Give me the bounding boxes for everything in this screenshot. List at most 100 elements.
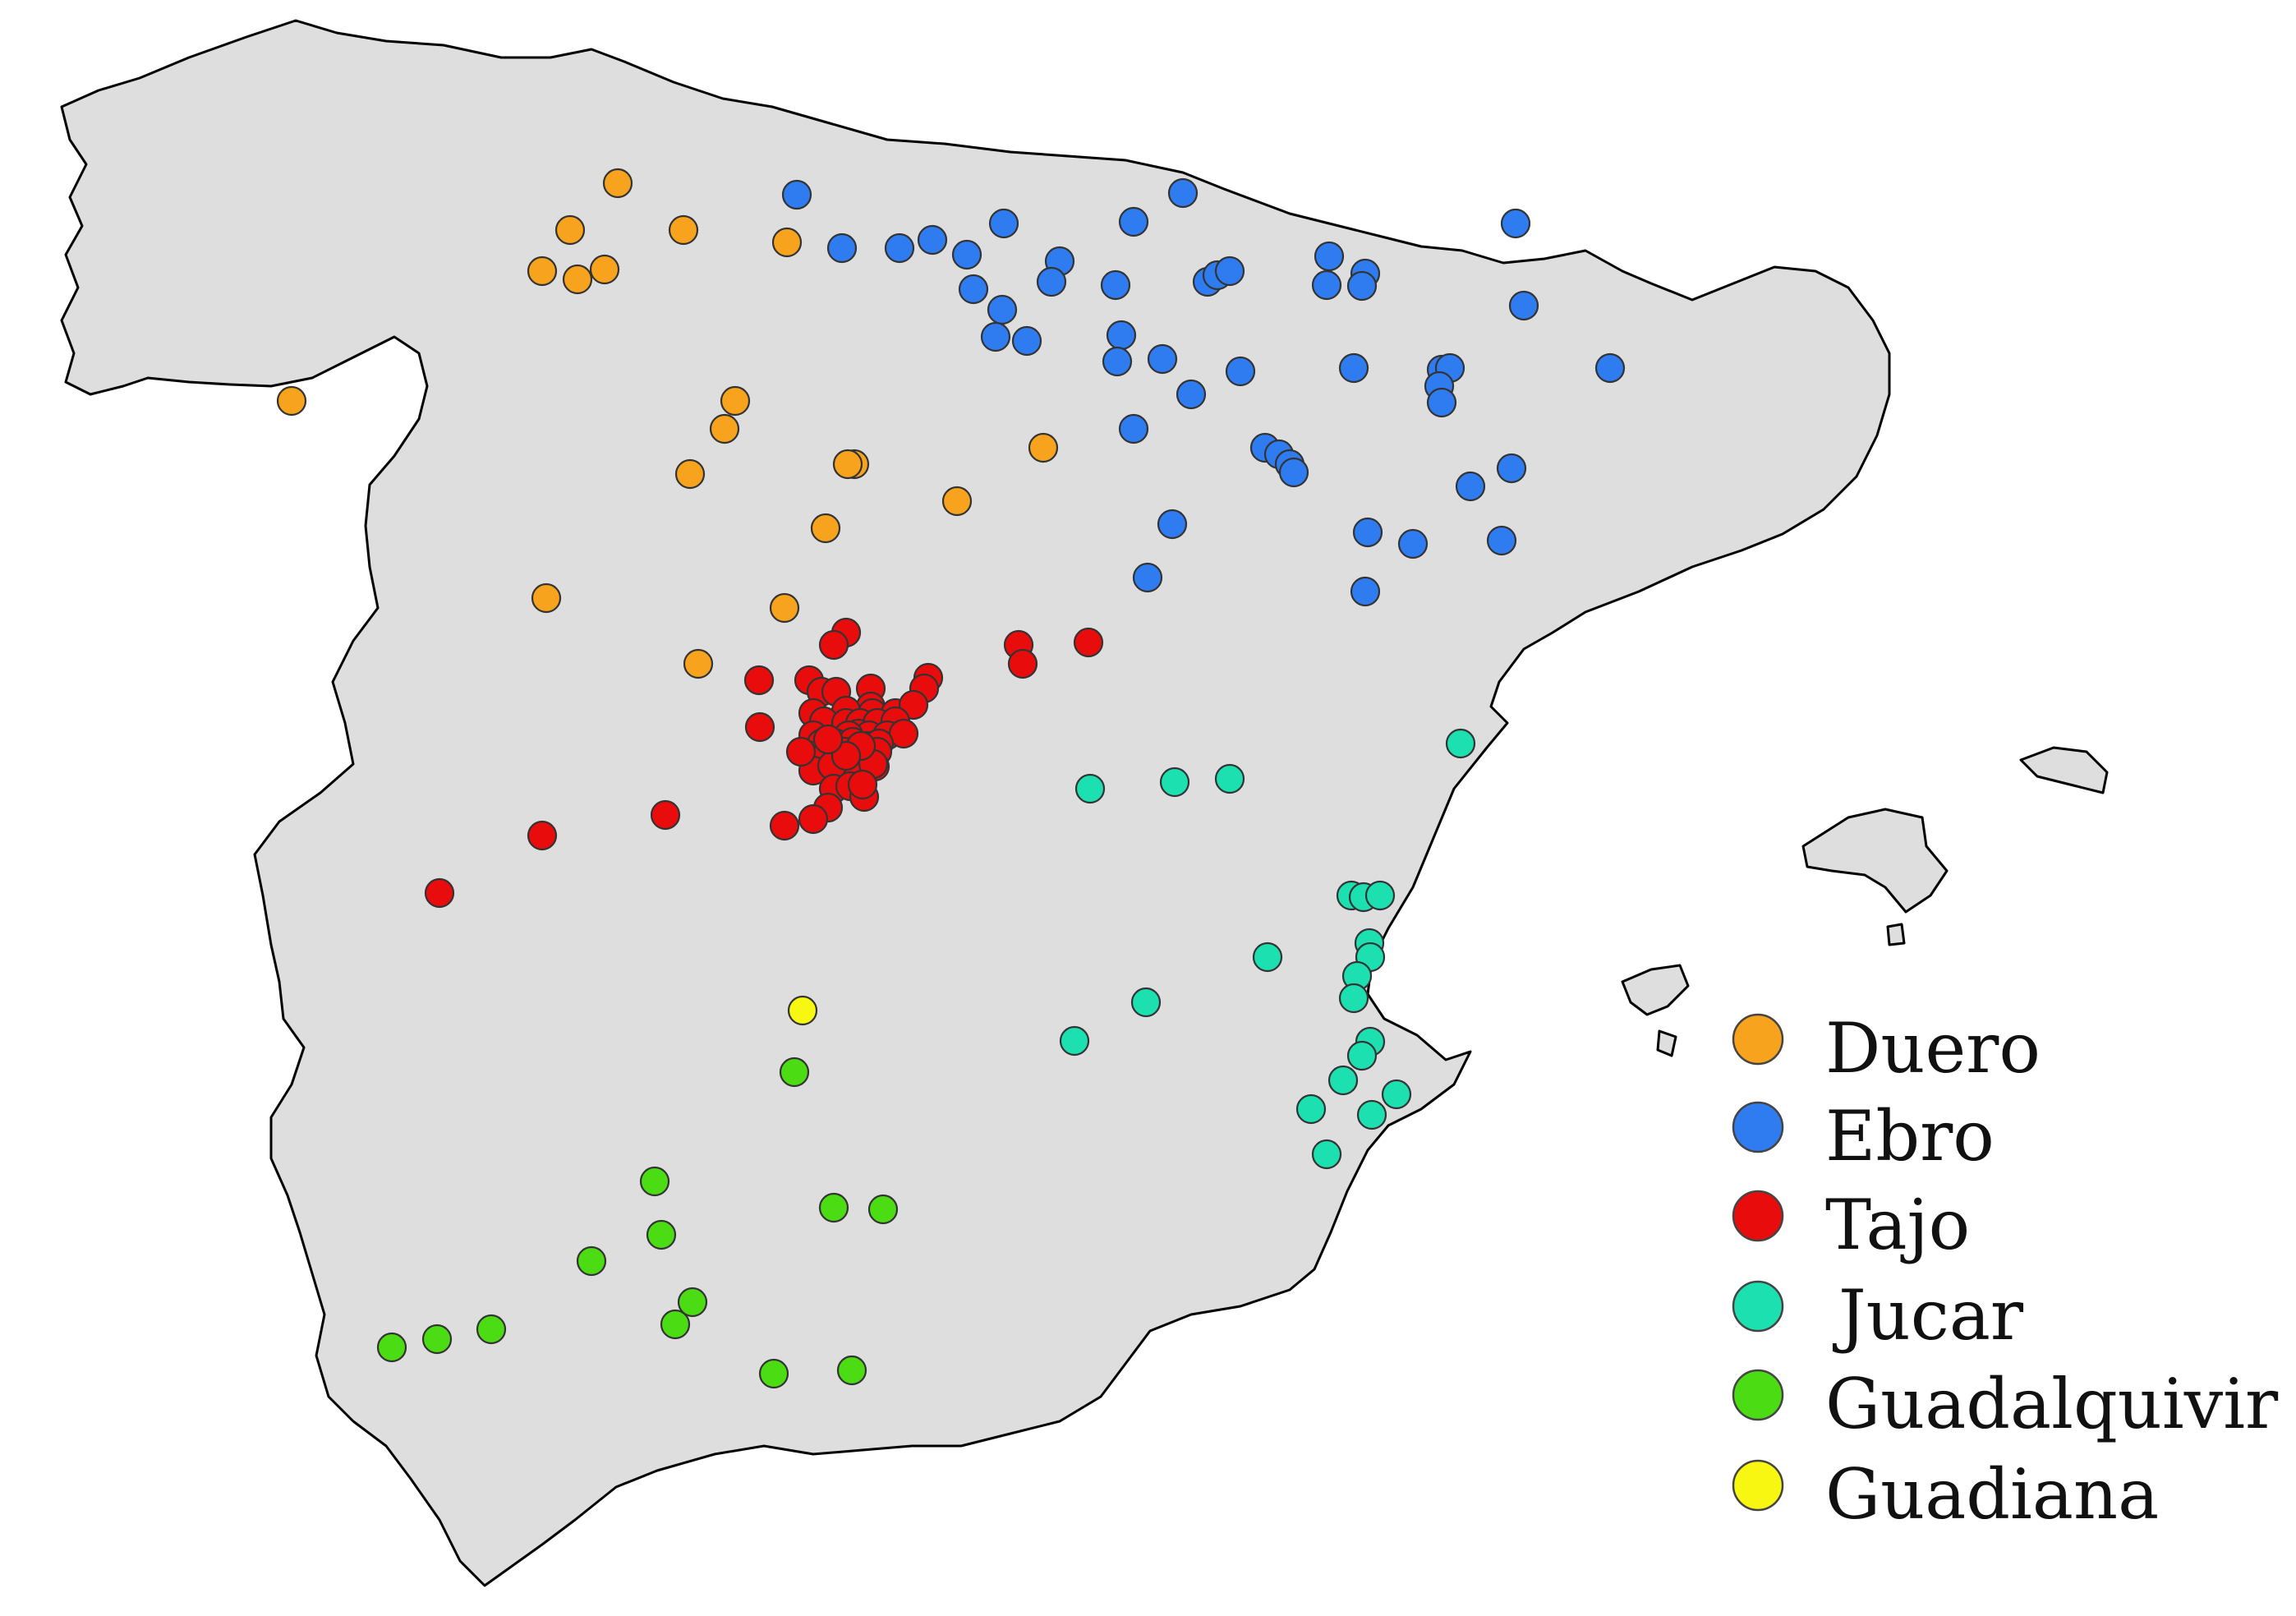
- site-marker-jucar: [1214, 763, 1245, 794]
- site-marker-jucar: [1381, 1079, 1412, 1110]
- site-marker-duero: [531, 582, 562, 614]
- legend-item-tajo: Tajo: [1732, 1185, 1970, 1265]
- site-marker-tajo: [888, 718, 919, 749]
- island-ibiza: [1621, 964, 1690, 1016]
- site-marker-ebro: [1350, 576, 1381, 607]
- legend-label-duero: Duero: [1825, 1008, 2041, 1089]
- site-marker-ebro: [884, 233, 915, 264]
- site-marker-duero: [668, 214, 699, 246]
- site-marker-jucar: [1130, 987, 1162, 1018]
- site-marker-ebro: [1102, 346, 1133, 377]
- site-marker-ebro: [1118, 206, 1149, 237]
- legend-item-ebro: Ebro: [1732, 1096, 1995, 1176]
- site-marker-jucar: [1311, 1139, 1342, 1170]
- site-marker-guadalquivir: [836, 1355, 867, 1386]
- site-marker-guadalquivir: [818, 1192, 849, 1223]
- site-marker-guadalquivir: [779, 1057, 810, 1088]
- site-marker-ebro: [1426, 387, 1457, 418]
- site-marker-ebro: [1508, 290, 1539, 321]
- site-marker-duero: [769, 592, 800, 624]
- site-marker-ebro: [958, 274, 989, 305]
- island-menorca: [2019, 746, 2109, 794]
- site-marker-duero: [527, 256, 558, 287]
- site-marker-duero: [602, 168, 633, 199]
- site-marker-duero: [589, 254, 620, 285]
- site-marker-jucar: [1074, 773, 1106, 804]
- site-marker-tajo: [818, 629, 849, 661]
- site-marker-duero: [720, 385, 751, 417]
- site-marker-tajo: [785, 736, 817, 767]
- site-marker-ebro: [1278, 457, 1309, 488]
- sampling-sites: [276, 168, 1626, 1389]
- site-marker-ebro: [1036, 266, 1067, 297]
- site-marker-duero: [554, 214, 586, 246]
- site-marker-guadalquivir: [677, 1287, 708, 1318]
- site-marker-tajo: [650, 799, 681, 831]
- site-marker-duero: [683, 648, 714, 679]
- site-marker-guadalquivir: [376, 1332, 407, 1363]
- site-marker-guadalquivir: [476, 1314, 507, 1345]
- site-marker-tajo: [812, 724, 844, 755]
- site-marker-ebro: [1500, 208, 1531, 239]
- legend-label-ebro: Ebro: [1825, 1096, 1995, 1176]
- site-marker-ebro: [781, 179, 812, 210]
- site-marker-ebro: [1455, 471, 1486, 502]
- site-marker-ebro: [1147, 343, 1178, 375]
- site-marker-ebro: [1338, 352, 1369, 384]
- site-marker-jucar: [1159, 767, 1190, 798]
- site-marker-ebro: [951, 239, 982, 270]
- site-marker-ebro: [1314, 241, 1345, 272]
- site-marker-ebro: [988, 208, 1019, 239]
- site-marker-jucar: [1356, 1099, 1387, 1130]
- site-marker-jucar: [1327, 1065, 1359, 1096]
- site-marker-ebro: [987, 294, 1018, 325]
- site-marker-tajo: [1073, 627, 1104, 658]
- site-marker-duero: [276, 385, 307, 417]
- site-marker-tajo: [847, 769, 878, 800]
- site-marker-jucar: [1346, 1040, 1378, 1071]
- site-marker-ebro: [826, 233, 858, 264]
- legend-swatch-jucar: [1732, 1280, 1784, 1333]
- legend-label-jucar: Jucar: [1832, 1275, 2024, 1356]
- site-marker-ebro: [1118, 413, 1149, 444]
- site-marker-guadalquivir: [660, 1309, 691, 1340]
- site-marker-tajo: [424, 877, 455, 909]
- site-marker-ebro: [1132, 562, 1163, 593]
- legend-item-guadiana: Guadiana: [1732, 1454, 2159, 1535]
- site-marker-tajo: [798, 803, 829, 835]
- legend-label-guadiana: Guadiana: [1825, 1454, 2159, 1535]
- site-marker-tajo: [1007, 648, 1038, 679]
- legend-label-tajo: Tajo: [1825, 1185, 1970, 1265]
- legend-label-guadalquivir: Guadalquivir: [1825, 1364, 2279, 1444]
- site-marker-jucar: [1059, 1025, 1090, 1057]
- site-marker-ebro: [1176, 379, 1207, 410]
- site-marker-guadalquivir: [421, 1324, 453, 1355]
- site-marker-tajo: [744, 711, 775, 743]
- site-marker-ebro: [1311, 269, 1342, 301]
- legend-swatch-duero: [1732, 1013, 1784, 1066]
- site-marker-guadalquivir: [639, 1166, 670, 1197]
- site-marker-jucar: [1338, 983, 1369, 1014]
- site-marker-ebro: [980, 321, 1011, 352]
- island-formentera: [1656, 1029, 1677, 1057]
- legend-item-guadalquivir: Guadalquivir: [1732, 1364, 2279, 1444]
- site-marker-tajo: [743, 665, 775, 696]
- site-marker-ebro: [1106, 320, 1137, 351]
- site-marker-ebro: [1167, 177, 1199, 209]
- site-marker-ebro: [1157, 509, 1188, 540]
- site-marker-ebro: [1100, 269, 1131, 301]
- site-marker-guadalquivir: [867, 1194, 899, 1225]
- site-marker-duero: [1028, 432, 1059, 463]
- site-marker-ebro: [1346, 270, 1378, 302]
- site-marker-duero: [674, 458, 706, 490]
- legend-swatch-guadiana: [1732, 1459, 1784, 1512]
- site-marker-jucar: [1364, 880, 1396, 911]
- site-marker-duero: [832, 449, 863, 480]
- site-marker-duero: [810, 513, 841, 544]
- site-marker-duero: [771, 227, 803, 258]
- site-marker-ebro: [1486, 525, 1517, 556]
- site-marker-ebro: [1397, 528, 1429, 559]
- site-marker-jucar: [1252, 942, 1283, 973]
- site-marker-guadiana: [787, 995, 818, 1026]
